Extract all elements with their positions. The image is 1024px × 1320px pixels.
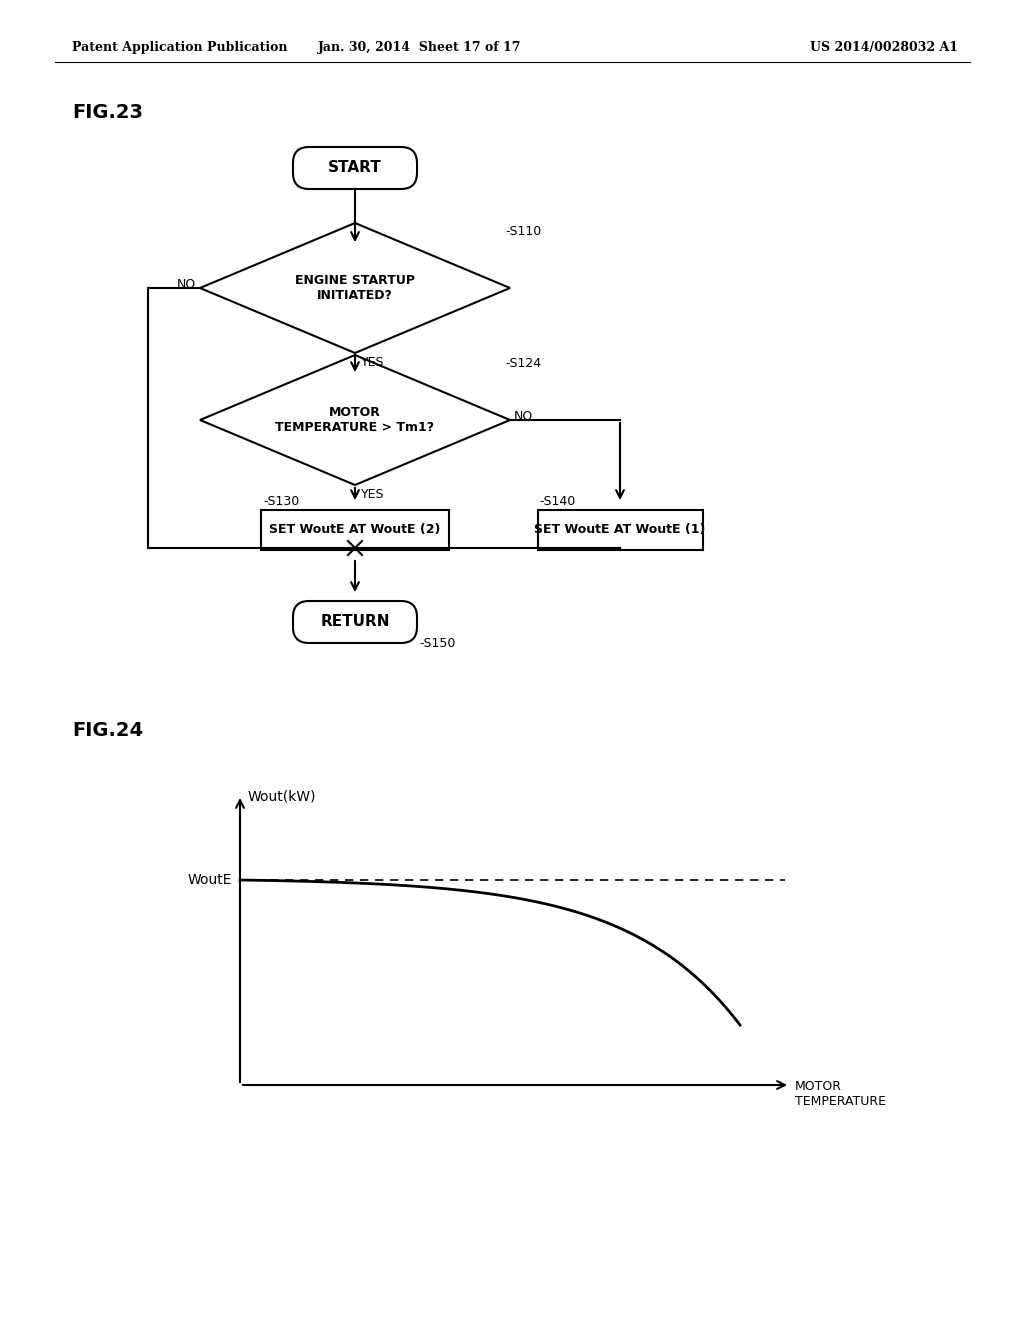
Text: -S150: -S150 [419, 638, 456, 649]
Text: -S140: -S140 [540, 495, 575, 508]
Text: FIG.24: FIG.24 [72, 721, 143, 739]
FancyBboxPatch shape [538, 510, 702, 550]
Text: -S124: -S124 [505, 356, 541, 370]
Polygon shape [200, 223, 510, 352]
Text: -S110: -S110 [505, 224, 542, 238]
FancyBboxPatch shape [293, 601, 417, 643]
Text: MOTOR
TEMPERATURE: MOTOR TEMPERATURE [795, 1080, 886, 1107]
Text: Patent Application Publication: Patent Application Publication [72, 41, 288, 54]
FancyBboxPatch shape [261, 510, 449, 550]
Text: -S130: -S130 [263, 495, 299, 508]
Text: WoutE: WoutE [187, 873, 232, 887]
Text: MOTOR
TEMPERATURE > Tm1?: MOTOR TEMPERATURE > Tm1? [275, 407, 434, 434]
Polygon shape [200, 355, 510, 484]
FancyBboxPatch shape [293, 147, 417, 189]
Text: NO: NO [514, 409, 534, 422]
Text: US 2014/0028032 A1: US 2014/0028032 A1 [810, 41, 958, 54]
Text: Wout(kW): Wout(kW) [248, 789, 316, 804]
Text: FIG.23: FIG.23 [72, 103, 143, 121]
Text: SET WoutE AT WoutE (2): SET WoutE AT WoutE (2) [269, 524, 440, 536]
Text: YES: YES [361, 487, 384, 500]
Text: SET WoutE AT WoutE (1): SET WoutE AT WoutE (1) [535, 524, 706, 536]
Text: ENGINE STARTUP
INITIATED?: ENGINE STARTUP INITIATED? [295, 275, 415, 302]
Text: Jan. 30, 2014  Sheet 17 of 17: Jan. 30, 2014 Sheet 17 of 17 [318, 41, 522, 54]
Text: START: START [328, 161, 382, 176]
Text: NO: NO [177, 277, 196, 290]
Text: YES: YES [361, 355, 384, 368]
Text: RETURN: RETURN [321, 615, 390, 630]
